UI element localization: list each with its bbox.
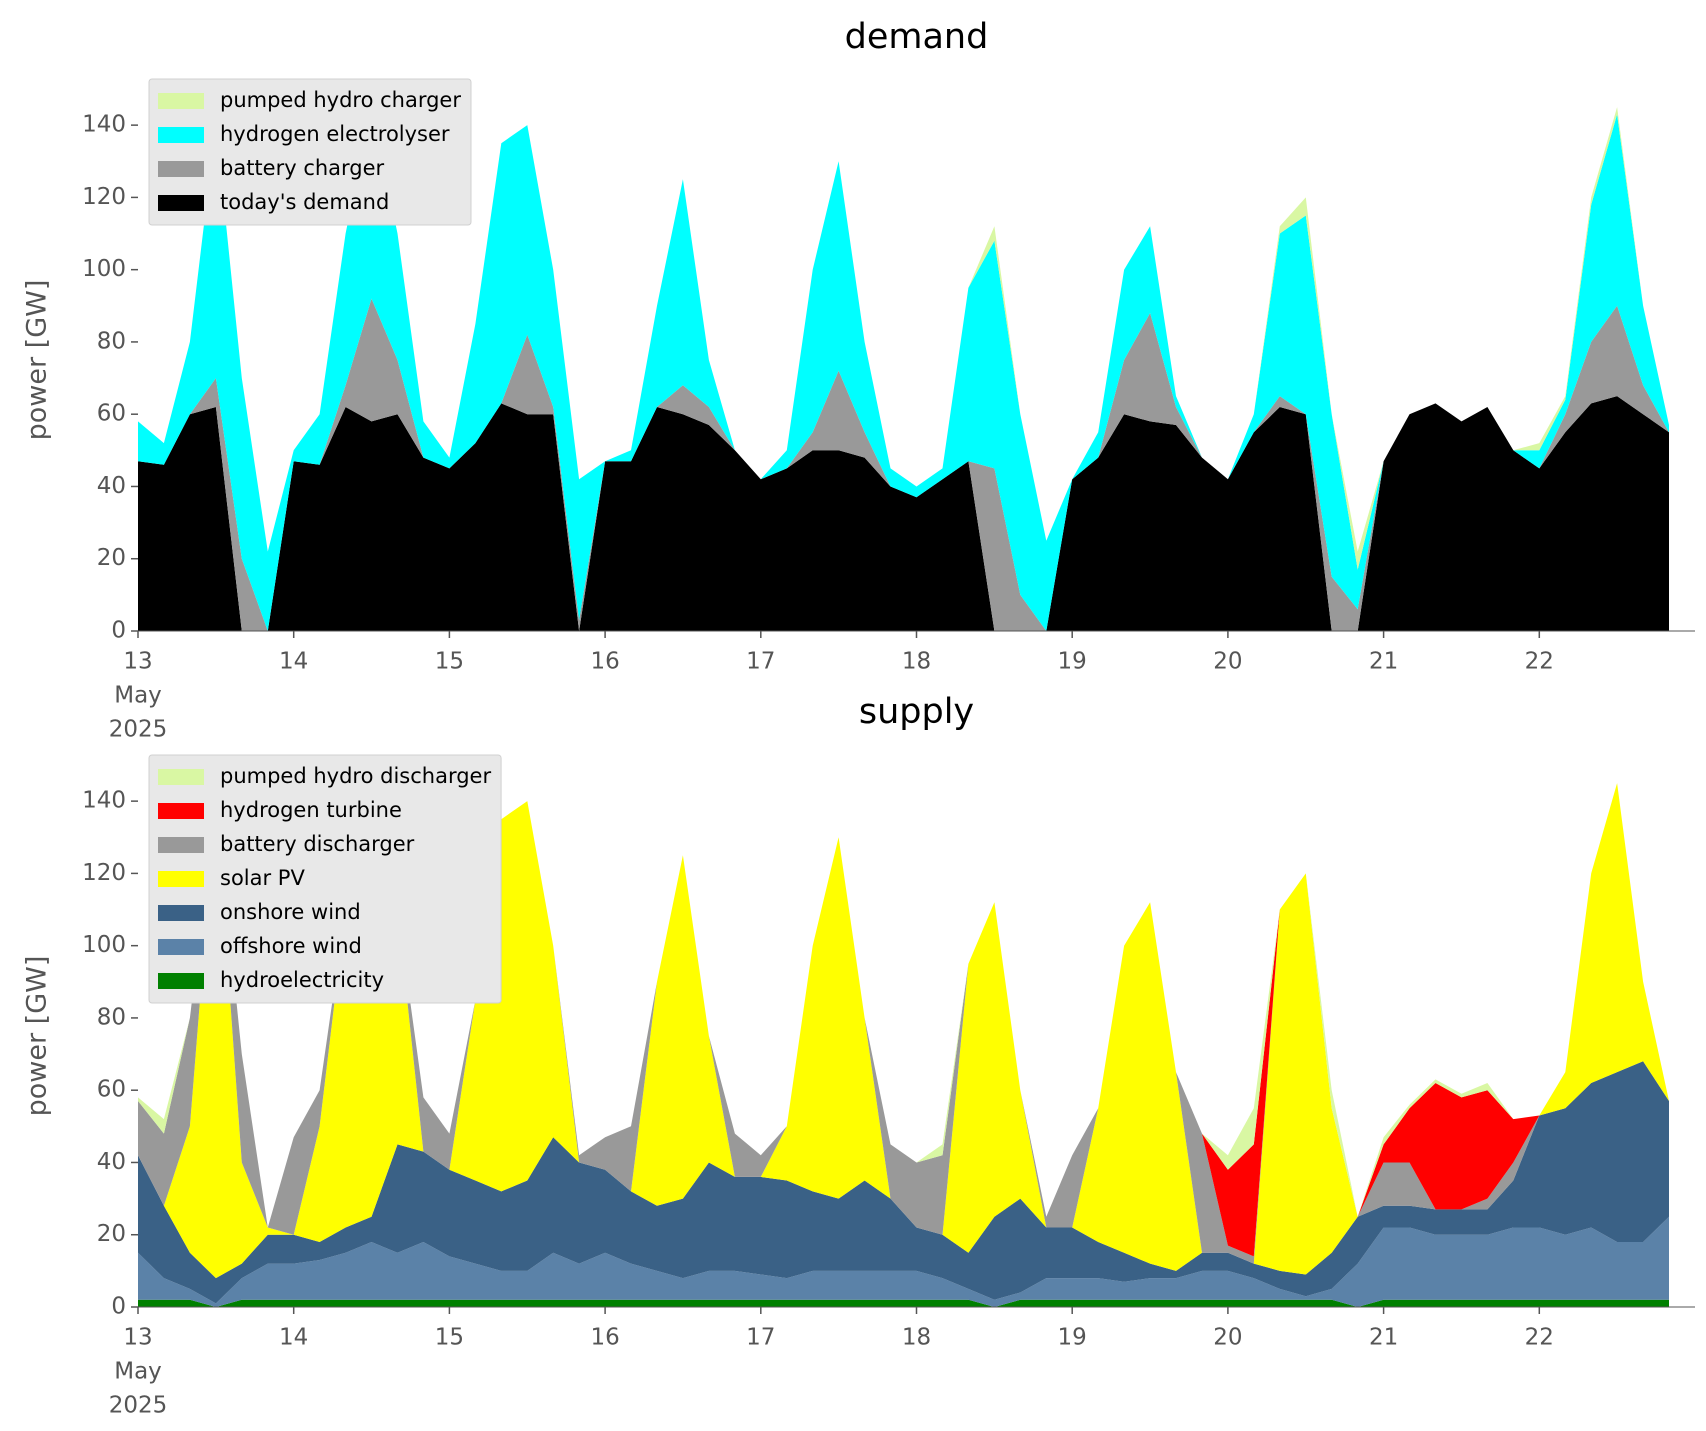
legend-swatch <box>158 871 204 887</box>
area <box>138 396 1669 631</box>
legend: pumped hydro discharger hydrogen turbine b… <box>148 754 502 1004</box>
y-tick-label: 0 <box>111 1294 126 1320</box>
y-axis-label: power [GW] <box>22 280 53 441</box>
x-tick-label: 15 <box>435 649 464 675</box>
x-tick-label: 18 <box>902 1325 931 1351</box>
x-tick-label: 21 <box>1369 649 1398 675</box>
legend-box <box>148 78 472 226</box>
y-axis-label: power [GW] <box>22 956 53 1117</box>
y-tick-label: 120 <box>82 184 126 210</box>
y-tick-label: 100 <box>82 932 126 958</box>
x-tick-label: 18 <box>902 649 931 675</box>
x-tick-label: 22 <box>1525 649 1554 675</box>
legend-label: offshore wind <box>220 934 362 958</box>
x-tick-sublabel: May <box>114 1359 162 1385</box>
x-tick-label: 19 <box>1058 649 1087 675</box>
legend-swatch <box>158 803 204 819</box>
area <box>138 107 1669 570</box>
legend-label: solar PV <box>220 866 305 890</box>
area <box>138 1299 1669 1307</box>
legend-swatch <box>158 161 204 177</box>
chart-title: supply <box>859 692 974 732</box>
y-tick-label: 60 <box>97 1077 126 1103</box>
x-tick-label: 19 <box>1058 1325 1087 1351</box>
area <box>138 298 1669 631</box>
legend-label: battery discharger <box>220 832 415 856</box>
x-tick-label: 20 <box>1213 1325 1242 1351</box>
x-tick-label: 22 <box>1525 1325 1554 1351</box>
legend-label: pumped hydro charger <box>220 88 461 112</box>
x-tick-label: 21 <box>1369 1325 1398 1351</box>
y-tick-label: 60 <box>97 401 126 427</box>
legend-label: hydrogen turbine <box>220 798 402 822</box>
x-tick-label: 16 <box>590 649 619 675</box>
x-tick-label: 14 <box>279 1325 308 1351</box>
y-tick-label: 80 <box>97 328 126 354</box>
y-tick-label: 40 <box>97 1149 126 1175</box>
legend-swatch <box>158 837 204 853</box>
legend-label: hydrogen electrolyser <box>220 122 450 146</box>
chart-title: demand <box>845 17 989 57</box>
x-tick-label: 15 <box>435 1325 464 1351</box>
area <box>138 107 1669 632</box>
x-tick-sublabel: May <box>114 683 162 709</box>
legend-label: hydroelectricity <box>220 968 384 992</box>
legend: pumped hydro charger hydrogen electrolyse… <box>148 78 472 226</box>
y-tick-label: 100 <box>82 256 126 282</box>
y-tick-label: 0 <box>111 618 126 644</box>
y-tick-label: 80 <box>97 1004 126 1030</box>
x-tick-sublabel: 2025 <box>109 1393 168 1419</box>
x-tick-sublabel: 2025 <box>109 717 168 743</box>
legend-swatch <box>158 939 204 955</box>
y-tick-label: 120 <box>82 860 126 886</box>
y-tick-label: 20 <box>97 1221 126 1247</box>
area <box>138 783 1669 1279</box>
legend-label: pumped hydro discharger <box>220 764 491 788</box>
x-tick-label: 17 <box>746 649 775 675</box>
x-tick-label: 13 <box>123 649 152 675</box>
legend-box <box>148 754 502 1004</box>
legend-label: battery charger <box>220 156 385 180</box>
legend-swatch <box>158 127 204 143</box>
x-tick-label: 17 <box>746 1325 775 1351</box>
y-tick-label: 20 <box>97 545 126 571</box>
legend-swatch <box>158 93 204 109</box>
legend-swatch <box>158 973 204 989</box>
legend-label: onshore wind <box>220 900 361 924</box>
legend-label: today's demand <box>220 190 389 214</box>
area <box>138 1216 1669 1307</box>
x-tick-label: 16 <box>590 1325 619 1351</box>
legend-swatch <box>158 195 204 211</box>
y-tick-label: 140 <box>82 788 126 814</box>
x-tick-label: 13 <box>123 1325 152 1351</box>
y-tick-label: 40 <box>97 473 126 499</box>
legend-swatch <box>158 769 204 785</box>
area <box>138 783 1669 1264</box>
x-tick-label: 20 <box>1213 649 1242 675</box>
area <box>138 1061 1669 1304</box>
x-tick-label: 14 <box>279 649 308 675</box>
y-tick-label: 140 <box>82 112 126 138</box>
legend-swatch <box>158 905 204 921</box>
